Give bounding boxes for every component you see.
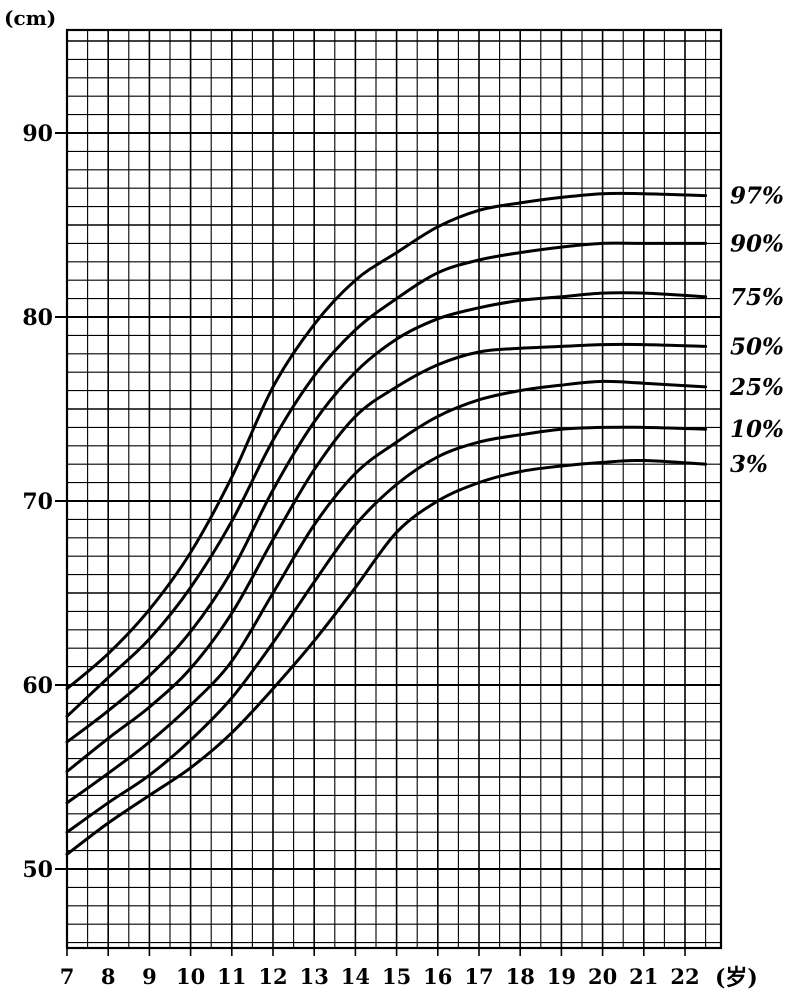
x-tick-label: 9 (142, 964, 157, 989)
series-line-97pct (65, 191, 708, 691)
x-tick-label: 12 (258, 964, 287, 989)
series-label: 75% (730, 284, 784, 311)
series-line-10pct (65, 425, 708, 834)
x-tick-label: 21 (629, 964, 658, 989)
plot-frame (65, 28, 723, 950)
series-line-75pct (65, 291, 708, 744)
x-tick-label: 10 (176, 964, 205, 989)
series-label: 50% (730, 333, 784, 360)
y-tick-label: 80 (22, 305, 53, 331)
series-label: 10% (730, 416, 784, 443)
x-tick-label: 17 (464, 964, 493, 989)
x-tick-label: 14 (341, 964, 370, 989)
y-tick-label: 50 (22, 857, 53, 883)
series-label: 3% (730, 451, 768, 478)
x-tick-label: 19 (547, 964, 576, 989)
x-tick-label: 22 (670, 964, 699, 989)
y-tick-label: 70 (22, 489, 53, 515)
x-tick-label: 7 (60, 964, 75, 989)
x-tick-label: 8 (101, 964, 116, 989)
series-line-3pct (65, 458, 708, 856)
x-tick-label: 11 (217, 964, 246, 989)
series-line-50pct (65, 342, 708, 773)
series-label: 90% (730, 230, 784, 257)
y-tick-label: 60 (22, 673, 53, 699)
x-tick-label: 15 (382, 964, 411, 989)
series-line-25pct (65, 379, 708, 805)
x-tick-label: 20 (588, 964, 617, 989)
series-label: 97% (730, 183, 784, 210)
x-tick-label: 18 (506, 964, 535, 989)
series-line-90pct (65, 241, 708, 718)
series-label: 25% (729, 374, 784, 401)
y-tick-label: 90 (22, 121, 53, 147)
y-axis-label: (cm) (4, 6, 57, 30)
x-axis-label: (岁) (715, 965, 758, 991)
x-tick-label: 16 (423, 964, 452, 989)
x-tick-label: 13 (300, 964, 329, 989)
